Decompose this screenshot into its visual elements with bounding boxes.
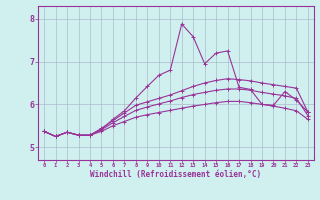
X-axis label: Windchill (Refroidissement éolien,°C): Windchill (Refroidissement éolien,°C) [91,170,261,179]
